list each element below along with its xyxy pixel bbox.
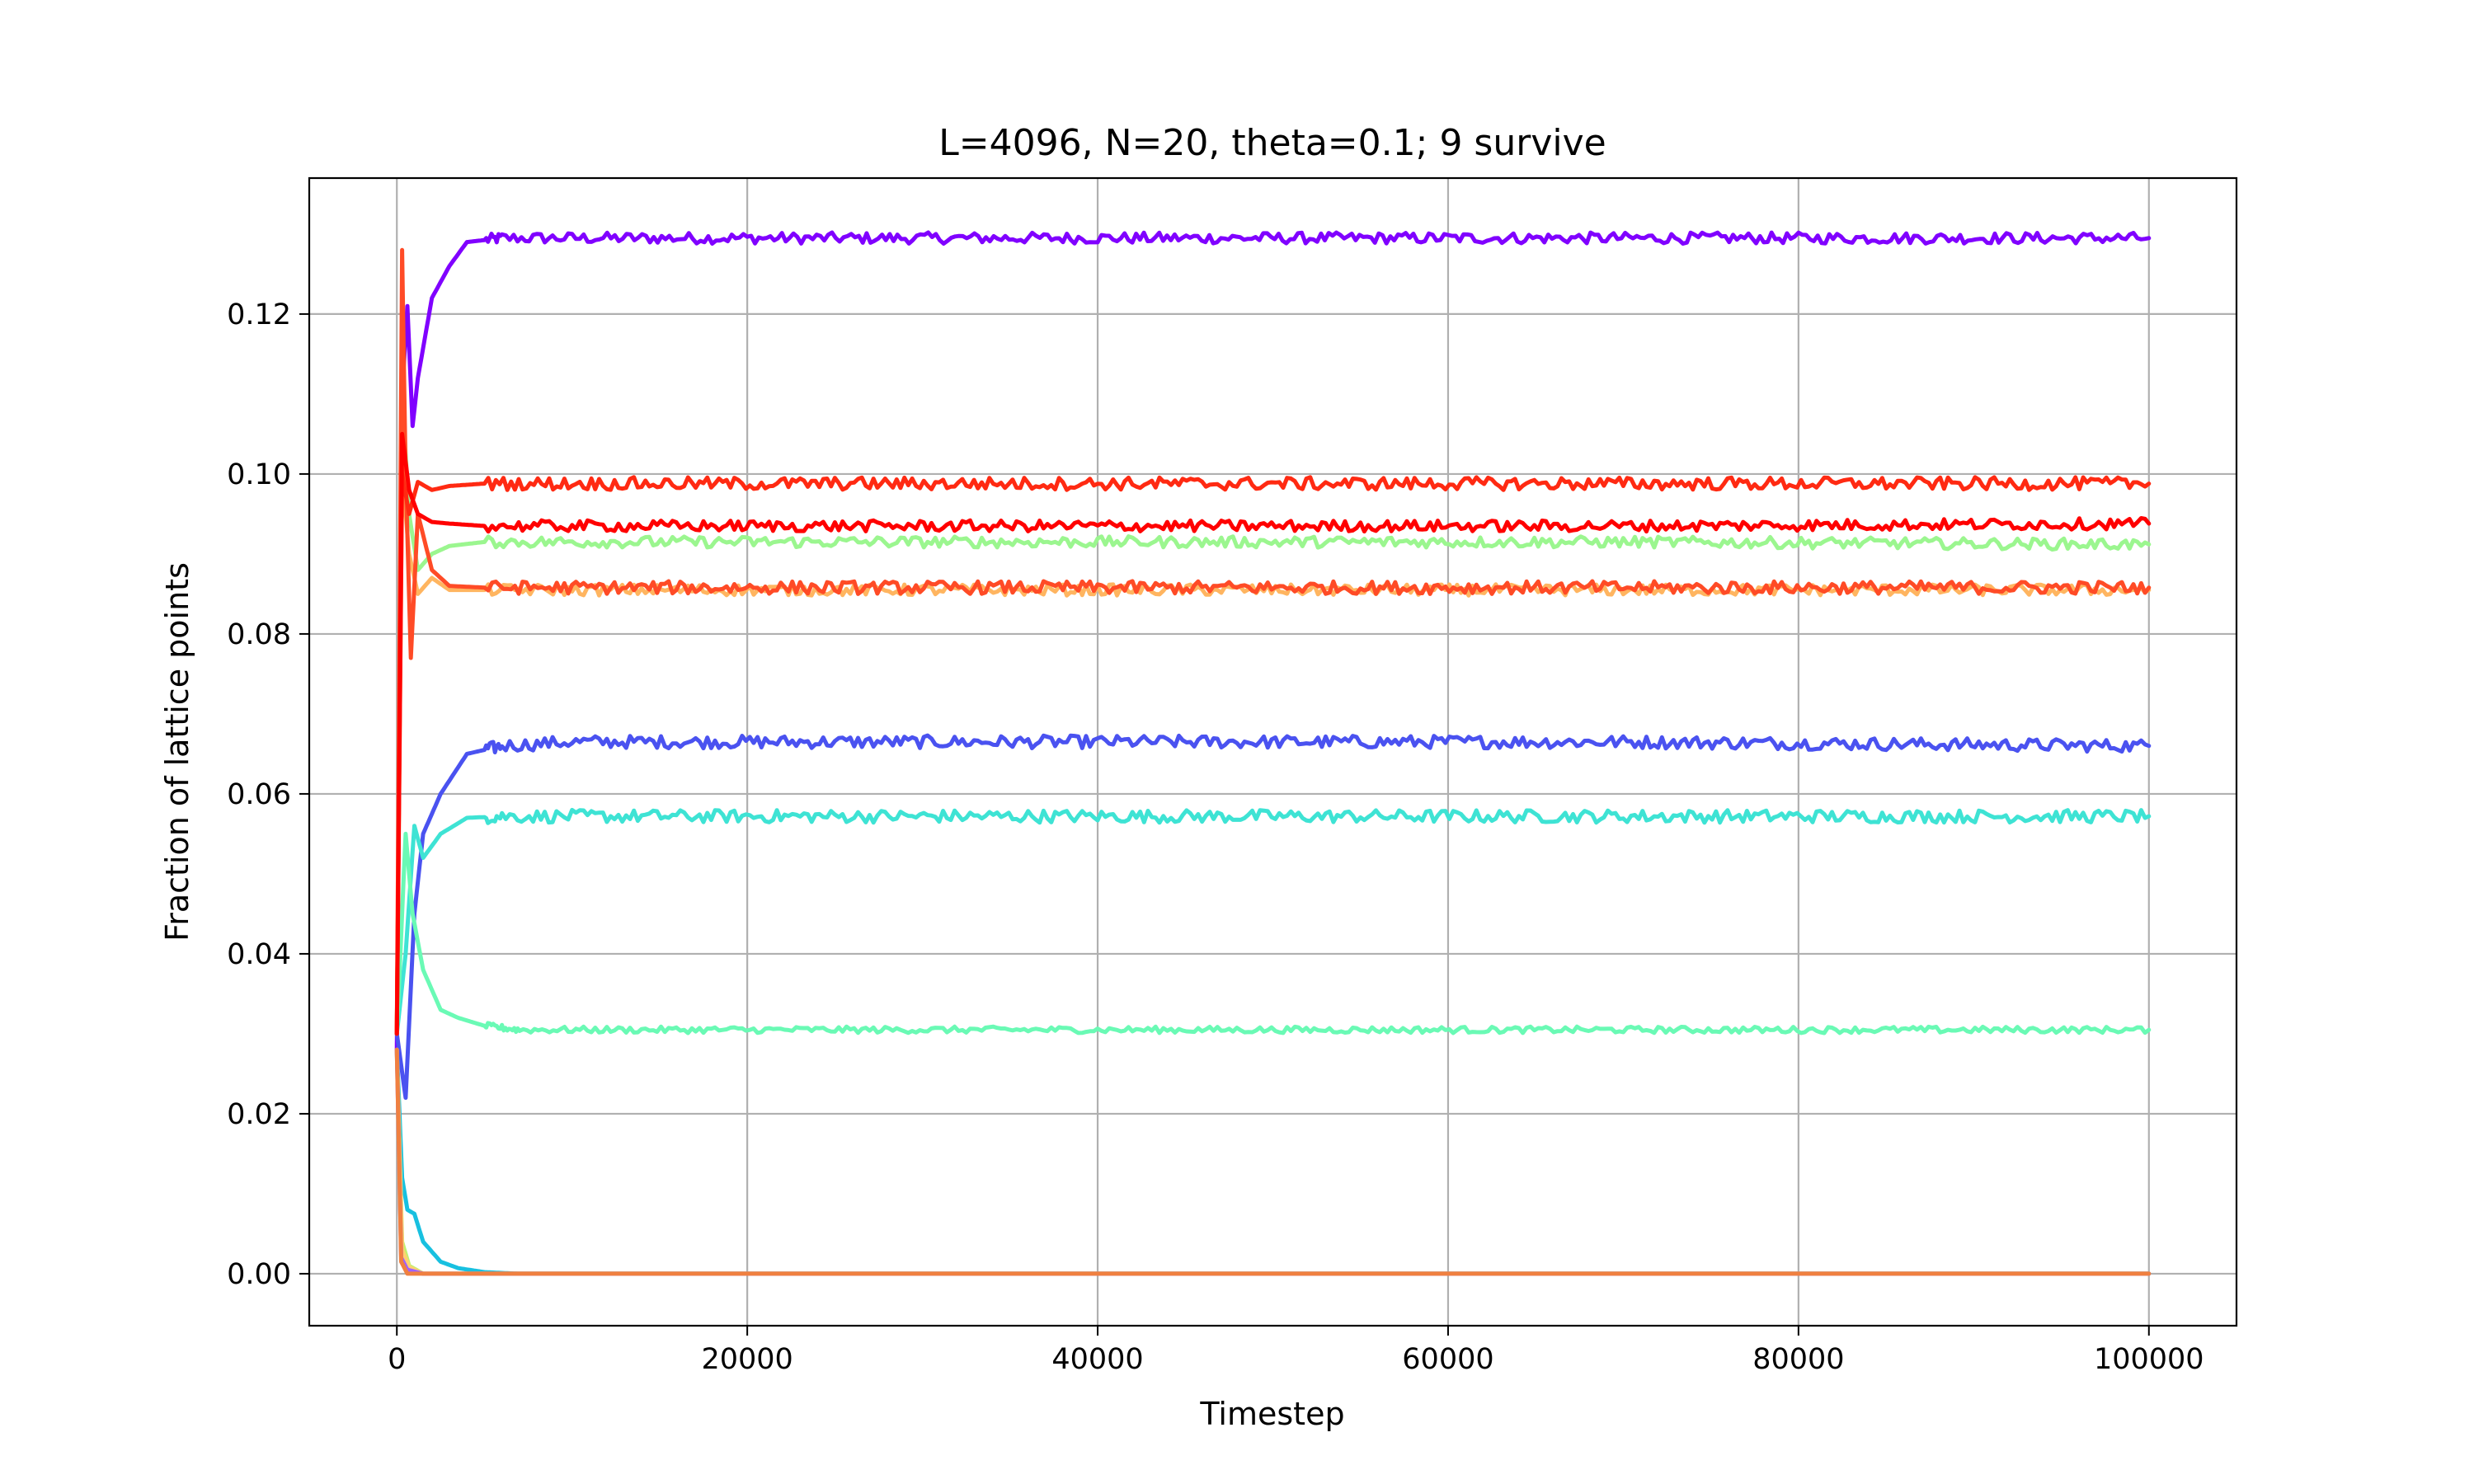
y-tick-label: 0.12 xyxy=(227,298,291,331)
plot-frame xyxy=(308,176,2238,1327)
y-tick-label: 0.02 xyxy=(227,1098,291,1131)
series-line-7 xyxy=(394,472,2152,1036)
series-line-2 xyxy=(394,807,2152,1036)
series-line-8 xyxy=(394,431,2152,1036)
ticks: 0 20000 40000 60000 80000 100000 0.00 0.02 0.04 0… xyxy=(227,298,2204,1376)
series-line-1 xyxy=(394,733,2152,1100)
series-line-6 xyxy=(394,247,2152,1036)
y-tick-label: 0.06 xyxy=(227,778,291,811)
chart-title: L=4096, N=20, theta=0.1; 9 survive xyxy=(938,122,1606,164)
x-tick-label: 20000 xyxy=(701,1343,793,1376)
series-line-4 xyxy=(394,392,2152,1036)
series-line-0 xyxy=(394,230,2152,1052)
series-line-13 xyxy=(394,1047,2152,1276)
y-tick-label: 0.00 xyxy=(227,1258,291,1291)
series-layer xyxy=(394,230,2152,1276)
y-axis-label: Fraction of lattice points xyxy=(159,562,195,942)
x-tick-label: 60000 xyxy=(1402,1343,1493,1376)
x-tick-label: 0 xyxy=(388,1343,406,1376)
y-tick-label: 0.10 xyxy=(227,458,291,491)
x-tick-label: 40000 xyxy=(1051,1343,1143,1376)
y-tick-label: 0.04 xyxy=(227,938,291,971)
y-tick-label: 0.08 xyxy=(227,618,291,651)
x-tick-label: 100000 xyxy=(2094,1343,2204,1376)
x-tick-label: 80000 xyxy=(1752,1343,1844,1376)
x-axis-label: Timestep xyxy=(1199,1396,1344,1432)
series-line-3 xyxy=(394,831,2152,1036)
